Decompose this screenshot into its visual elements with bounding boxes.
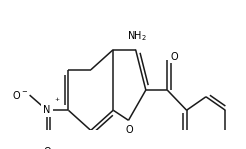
Text: O$^-$: O$^-$: [12, 89, 28, 101]
Text: O: O: [126, 125, 134, 135]
Text: O: O: [171, 52, 179, 62]
Text: $^+$: $^+$: [53, 97, 61, 106]
Text: NH$_2$: NH$_2$: [127, 30, 147, 43]
Text: O: O: [43, 147, 51, 149]
Text: N: N: [43, 105, 51, 115]
